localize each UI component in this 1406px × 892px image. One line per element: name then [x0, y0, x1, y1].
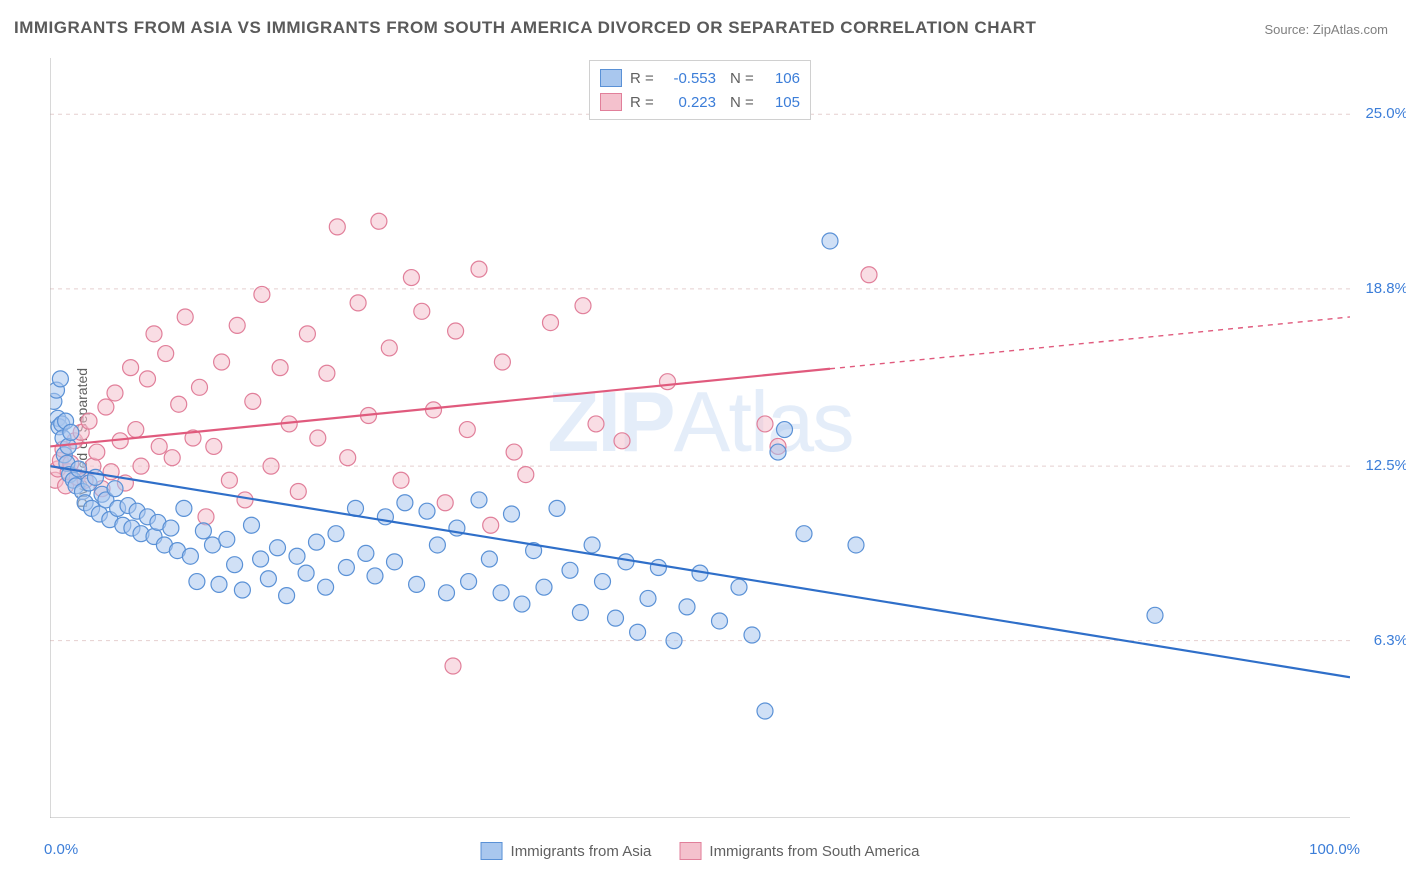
- legend-swatch: [481, 842, 503, 860]
- legend-label: Immigrants from Asia: [511, 843, 652, 860]
- legend-item: Immigrants from South America: [679, 842, 919, 860]
- legend-stat-row: R = 0.223 N = 105: [600, 90, 800, 114]
- legend-item: Immigrants from Asia: [481, 842, 652, 860]
- n-value: 105: [766, 94, 800, 111]
- source-label: Source: ZipAtlas.com: [1264, 22, 1388, 37]
- legend-swatch: [600, 69, 622, 87]
- n-value: 106: [766, 70, 800, 87]
- n-label: N =: [730, 70, 758, 87]
- r-label: R =: [630, 94, 658, 111]
- n-label: N =: [730, 94, 758, 111]
- legend-stat-row: R = -0.553 N = 106: [600, 66, 800, 90]
- y-tick-label: 18.8%: [1365, 280, 1406, 297]
- y-tick-label: 6.3%: [1374, 632, 1406, 649]
- x-axis-max-label: 100.0%: [1309, 841, 1360, 858]
- y-tick-label: 12.5%: [1365, 457, 1406, 474]
- r-value: -0.553: [666, 70, 716, 87]
- legend-swatch: [600, 93, 622, 111]
- r-label: R =: [630, 70, 658, 87]
- y-tick-label: 25.0%: [1365, 105, 1406, 122]
- chart-title: IMMIGRANTS FROM ASIA VS IMMIGRANTS FROM …: [14, 18, 1036, 38]
- legend-swatch: [679, 842, 701, 860]
- legend-label: Immigrants from South America: [709, 843, 919, 860]
- r-value: 0.223: [666, 94, 716, 111]
- legend-stats: R = -0.553 N = 106 R = 0.223 N = 105: [589, 60, 811, 120]
- chart-area: Divorced or Separated ZIPAtlas 6.3%12.5%…: [50, 58, 1350, 818]
- x-axis-min-label: 0.0%: [44, 841, 78, 858]
- legend-series: Immigrants from Asia Immigrants from Sou…: [481, 842, 920, 860]
- scatter-plot: [50, 58, 1350, 818]
